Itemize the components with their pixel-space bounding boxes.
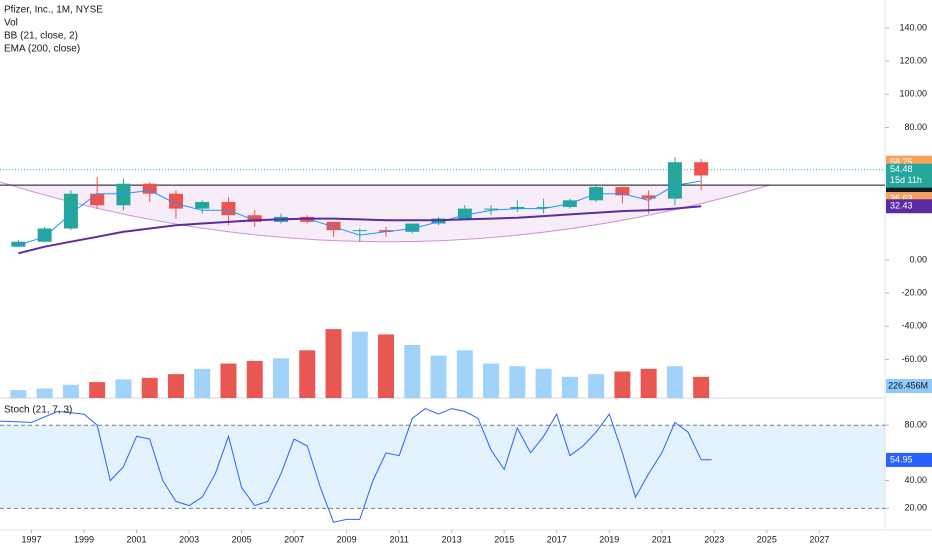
candle-body (405, 223, 420, 232)
volume-bar (614, 371, 631, 398)
last-value-label: 54.95 (890, 454, 913, 464)
legend-entry: BB (21, close, 2) (4, 31, 78, 42)
price-label: 36.63 (890, 194, 913, 204)
last-value-box (886, 378, 932, 393)
volume-bar (299, 350, 316, 398)
x-tick-label: 2013 (442, 534, 462, 544)
volume-bar (588, 374, 605, 398)
x-tick-label: 2007 (284, 534, 304, 544)
x-tick-label: 2005 (232, 534, 252, 544)
x-tick-label: 2015 (494, 534, 514, 544)
legend-entry: Stoch (21, 7, 3) (4, 405, 72, 416)
y-tick-label: 140.00 (899, 22, 927, 32)
last-price-box (886, 163, 932, 188)
drawing-curve (0, 181, 771, 243)
x-tick-label: 2017 (547, 534, 567, 544)
volume-bar (89, 382, 106, 398)
last-value-box (886, 452, 932, 467)
x-tick-label: 2009 (337, 534, 357, 544)
candle-body (247, 215, 262, 222)
candle-body (116, 183, 131, 206)
candle-body (37, 228, 52, 242)
candle-body (641, 195, 656, 199)
candle-body (11, 241, 26, 247)
y-tick-label: 120.00 (899, 56, 927, 66)
volume-bar (325, 329, 342, 398)
volume-bar (666, 366, 683, 398)
volume-bar (456, 350, 473, 398)
y-tick-label: 100.00 (899, 89, 927, 99)
legend-entry: Vol (4, 18, 18, 29)
volume-bar (141, 377, 158, 398)
x-tick-label: 2027 (809, 534, 829, 544)
volume-bar (62, 384, 79, 398)
volume-bar (483, 363, 500, 398)
x-tick-label: 2019 (599, 534, 619, 544)
price-label: 58.75 (890, 157, 913, 167)
y-tick-label: 40.00 (904, 475, 927, 485)
y-tick-label: 80.00 (904, 122, 927, 132)
x-tick-label: 1999 (74, 534, 94, 544)
candle-body (694, 162, 709, 176)
volume-bar (351, 331, 368, 398)
candle-body (484, 208, 499, 210)
y-tick-label: 20.00 (904, 503, 927, 513)
price-label: 32.43 (890, 201, 913, 211)
volume-bar (115, 379, 132, 398)
last-price-label: 54.48 (890, 164, 913, 174)
x-tick-label: 2025 (757, 534, 777, 544)
volume-bar (640, 368, 657, 398)
volume-bar (535, 368, 552, 398)
volume-bar (220, 363, 237, 398)
legend-entry: EMA (200, close) (4, 44, 80, 55)
last-value-label: 226.456M (888, 380, 928, 390)
candle-body (536, 206, 551, 208)
candle-body (221, 201, 236, 216)
drawing-fill (0, 182, 770, 242)
candle-body (667, 162, 682, 199)
x-tick-label: 2001 (127, 534, 147, 544)
x-tick-label: 1997 (21, 534, 41, 544)
y-tick-label: 80.00 (904, 420, 927, 430)
volume-bar (693, 376, 710, 398)
candle-body (615, 187, 630, 196)
x-tick-label: 2003 (179, 534, 199, 544)
price-label-box (886, 199, 932, 214)
volume-bar (272, 358, 289, 398)
volume-bar (378, 334, 395, 398)
stoch-line (0, 408, 712, 523)
volume-bar (194, 368, 211, 398)
y-tick-label: -20.00 (901, 287, 927, 297)
stoch-band (0, 425, 885, 509)
y-tick-label: 0.00 (909, 254, 927, 264)
volume-bar (561, 376, 578, 398)
y-tick-label: -60.00 (901, 354, 927, 364)
chart-title: Pfizer, Inc., 1M, NYSE (4, 5, 103, 16)
volume-bar (430, 355, 447, 398)
candle-body (90, 193, 105, 206)
x-tick-label: 2021 (652, 534, 672, 544)
candle-body (63, 193, 78, 229)
candle-body (195, 201, 210, 209)
candle-body (142, 183, 157, 194)
indicator-line (18, 205, 702, 255)
volume-bar (509, 366, 526, 398)
candle-body (457, 208, 472, 219)
x-tick-label: 2011 (389, 534, 408, 544)
volume-bar (404, 345, 421, 398)
volume-bar (246, 360, 263, 398)
volume-bar (167, 374, 184, 398)
candle-body (379, 230, 394, 232)
candle-body (326, 221, 341, 231)
countdown-label: 15d 11h (890, 175, 922, 185)
indicator-line (18, 180, 702, 246)
x-tick-label: 2023 (704, 534, 724, 544)
volume-bar (10, 390, 27, 398)
candle-body (510, 206, 525, 209)
volume-bar (36, 388, 53, 398)
candle-body (352, 230, 367, 232)
y-tick-label: -40.00 (901, 321, 927, 331)
